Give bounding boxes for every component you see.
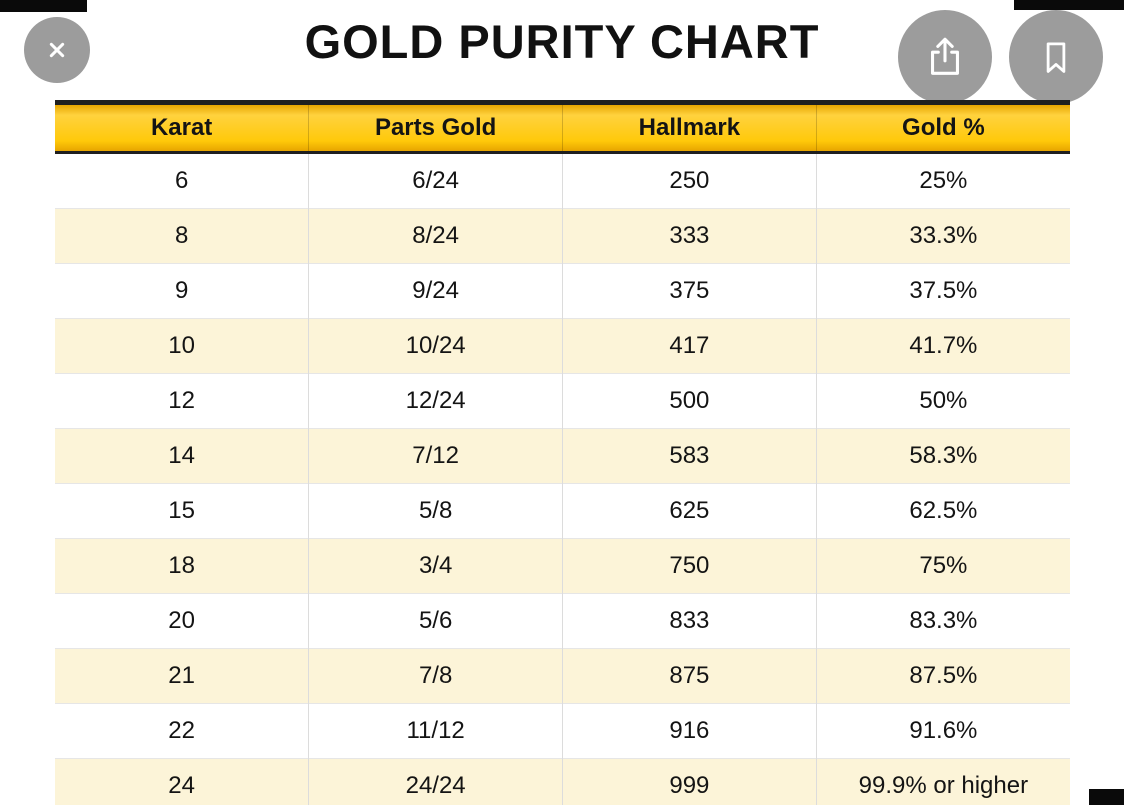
table-cell: 12/24: [308, 373, 563, 429]
table-row: 20 5/6 833 83.3%: [55, 593, 1070, 649]
corner-strip-top-right: [1014, 0, 1124, 10]
table-cell: 916: [562, 703, 817, 759]
table-cell: 24/24: [308, 758, 563, 805]
table-cell: 8/24: [308, 208, 563, 264]
table-cell: 7/12: [308, 428, 563, 484]
corner-strip-bottom-right: [1089, 789, 1124, 805]
table-cell: 6: [174, 167, 189, 194]
table-cell: 12: [55, 373, 309, 429]
table-cell: 5/8: [308, 483, 563, 539]
close-button[interactable]: [24, 17, 90, 83]
table-cell: 91.6%: [815, 703, 1070, 759]
table-cell: 875: [562, 648, 817, 704]
table-cell: 625: [562, 483, 817, 539]
table-row: 8 8/24 333 33.3%: [55, 208, 1070, 264]
bookmark-icon: [1046, 42, 1066, 73]
table-cell: 24: [55, 758, 309, 805]
table-row: 18 3/4 750 75%: [55, 538, 1070, 594]
table-cell: 375: [562, 263, 817, 319]
table-cell: 22: [55, 703, 309, 759]
table-cell: 99.9% or higher: [815, 758, 1070, 805]
table-row: 15 5/8 625 62.5%: [55, 483, 1070, 539]
share-button[interactable]: [898, 10, 992, 104]
page-title: GOLD PURITY CHART: [304, 15, 820, 68]
table-cell: 75%: [815, 538, 1070, 594]
table-cell: 18: [55, 538, 309, 594]
corner-strip-top-left: [0, 0, 87, 12]
table-cell: 58.3%: [815, 428, 1070, 484]
table-cell: 20: [55, 593, 309, 649]
table-cell: 5/6: [308, 593, 563, 649]
table-cell: 9: [55, 263, 309, 319]
table-row: 6 6/24 250 25%: [55, 152, 1070, 209]
table-cell: 833: [562, 593, 817, 649]
table-cell: 83.3%: [815, 593, 1070, 649]
table-cell: 583: [562, 428, 817, 484]
table-body: 6 6/24 250 25% 8 8/24 333 33.3% 9 9/24 375 37.5% 10 1…: [55, 152, 1070, 805]
table-cell: 999: [562, 758, 817, 805]
table-cell: 333: [562, 208, 817, 264]
column-header-hallmark: Hallmark: [562, 105, 817, 154]
table-header-row: Karat Parts Gold Hallmark Gold %: [55, 105, 1070, 154]
column-header-parts-gold: Parts Gold: [308, 105, 563, 154]
table-cell: 15: [55, 483, 309, 539]
table-cell: 21: [55, 648, 309, 704]
table-cell: 8: [55, 208, 309, 264]
bookmark-button[interactable]: [1009, 10, 1103, 104]
table-cell: 10: [55, 318, 309, 374]
table-cell: 417: [562, 318, 817, 374]
table-row: 21 7/8 875 87.5%: [55, 648, 1070, 704]
table-row: 9 9/24 375 37.5%: [55, 263, 1070, 319]
table-cell: 10/24: [308, 318, 563, 374]
table-cell: 11/12: [308, 703, 563, 759]
table-cell: 6/24: [308, 152, 563, 209]
column-header-gold-pct: Gold %: [815, 105, 1070, 154]
table-cell: 87.5%: [815, 648, 1070, 704]
table-cell: 250: [562, 152, 817, 209]
table-row: 10 10/24 417 41.7%: [55, 318, 1070, 374]
share-icon: [931, 37, 959, 75]
table-cell: 500: [562, 373, 817, 429]
table-cell: 14: [55, 428, 309, 484]
close-icon: [49, 42, 65, 58]
table-cell: 50%: [815, 373, 1070, 429]
gold-purity-table: Karat Parts Gold Hallmark Gold % 6 6/24 25…: [55, 100, 1070, 805]
table-cell: 62.5%: [815, 483, 1070, 539]
column-header-karat: Karat: [55, 105, 309, 154]
table-row: 24 24/24 999 99.9% or higher: [55, 758, 1070, 805]
table-cell: 41.7%: [815, 318, 1070, 374]
table-row: 14 7/12 583 58.3%: [55, 428, 1070, 484]
table-cell: 33.3%: [815, 208, 1070, 264]
table-cell: 3/4: [308, 538, 563, 594]
table-row: 12 12/24 500 50%: [55, 373, 1070, 429]
table-cell: 37.5%: [815, 263, 1070, 319]
table-cell: 750: [562, 538, 817, 594]
table-cell: 7/8: [308, 648, 563, 704]
table-row: 22 11/12 916 91.6%: [55, 703, 1070, 759]
table-cell: 25%: [815, 152, 1070, 209]
table-cell: 9/24: [308, 263, 563, 319]
